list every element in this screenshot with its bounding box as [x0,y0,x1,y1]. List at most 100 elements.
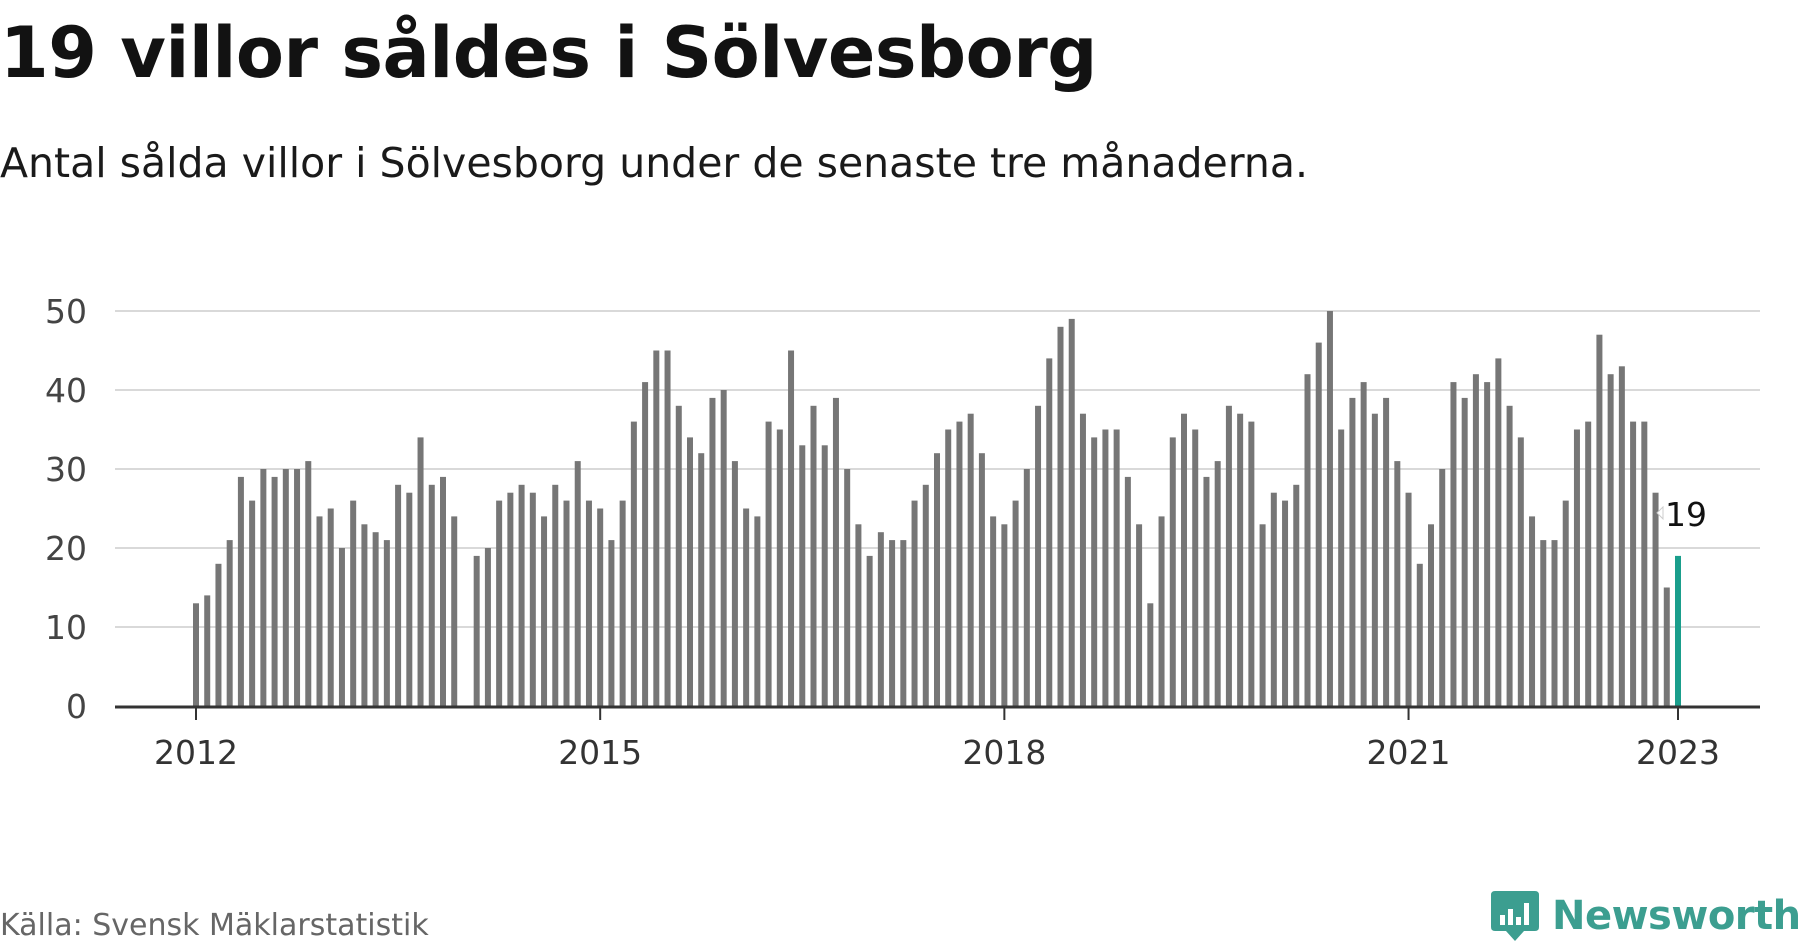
bar [630,421,637,706]
bar [967,413,974,706]
bar [585,500,592,706]
bar [1405,492,1412,706]
bar [731,461,738,706]
x-tick-label: 2021 [1367,733,1451,772]
bar [1529,516,1536,706]
bar [978,453,985,706]
bar [945,429,952,706]
bar [922,484,929,706]
bar [1315,342,1322,706]
bar [687,437,693,706]
bar [1663,587,1670,706]
bar [990,516,997,706]
bar [855,524,862,706]
bar [821,445,828,706]
bar [305,461,312,706]
bar [1237,413,1244,706]
bar [1360,382,1367,706]
bar [249,500,256,706]
bar [1585,421,1592,706]
bar [440,476,446,706]
bar [1506,405,1513,706]
bar [1652,492,1659,706]
x-tick-label: 2012 [154,733,238,772]
bar [1607,374,1614,706]
bar [1057,326,1064,706]
bar [215,563,222,706]
bar [1046,358,1053,706]
bar [417,437,424,706]
annotations: 19 [1656,495,1707,534]
bar [1225,405,1232,706]
bar [1158,516,1165,706]
bar [1540,540,1547,706]
bar [1079,413,1086,706]
bar [799,445,806,706]
bar [597,508,604,706]
bar [1562,500,1569,706]
bar [574,461,581,706]
bar [1113,429,1120,706]
bar [1416,563,1423,706]
bar [1293,484,1300,706]
bar [911,500,918,706]
bar [664,350,671,706]
bar [754,516,761,706]
bar [1192,429,1199,706]
bar [294,469,301,706]
bar [1068,318,1075,706]
y-axis-labels: 0 10 20 30 40 50 [45,292,87,726]
bar [1124,476,1131,706]
bar [1383,397,1390,706]
bar [900,540,907,706]
x-tick-label: 2015 [558,733,642,772]
bar [844,469,851,706]
bar [552,484,559,706]
bar [1035,405,1042,706]
bar [282,469,289,706]
x-axis-labels: 2012 2015 2018 2021 2023 [154,733,1720,772]
bar [204,595,211,706]
bar [193,603,199,706]
bar [496,500,503,706]
bar [1641,421,1648,706]
bar [709,397,716,706]
bar [271,476,278,706]
bar [1326,311,1333,706]
y-tick-label: 10 [45,608,87,647]
bar [1484,382,1491,706]
x-axis [115,705,1760,720]
bar [1618,366,1625,706]
bar [451,516,458,706]
bars [193,311,1681,706]
y-tick-label: 30 [45,450,87,489]
bar [956,421,963,706]
bar [1596,334,1603,706]
bar [1304,374,1311,706]
brand-logo[interactable]: Newsworthy [1490,886,1800,946]
bar [1371,413,1378,706]
bar [1472,374,1479,706]
bar-chart-speech-bubble-icon [1491,891,1539,941]
bar [1181,413,1187,706]
bar [619,500,626,706]
bar [642,382,649,706]
bar [1461,397,1468,706]
bar [675,405,682,706]
x-tick-label: 2018 [962,733,1046,772]
bar [1495,358,1502,706]
bar [563,500,570,706]
bar [1214,461,1221,706]
bar [1630,421,1637,706]
bar [1270,492,1277,706]
bar [810,405,817,706]
y-tick-label: 40 [45,371,87,410]
bar [1282,500,1289,706]
y-tick-label: 50 [45,292,87,331]
bar [226,540,233,706]
bar [237,476,244,706]
bar [541,516,548,706]
bar [1428,524,1434,706]
bar [473,555,480,706]
